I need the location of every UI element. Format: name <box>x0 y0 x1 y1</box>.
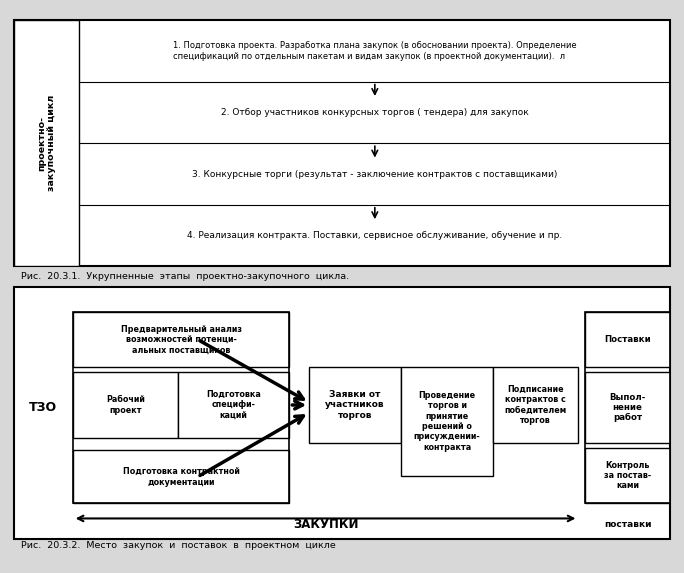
Bar <box>178 372 289 438</box>
Text: Рис.  20.3.1.  Укрупненные  этапы  проектно-закупочного  цикла.: Рис. 20.3.1. Укрупненные этапы проектно-… <box>21 272 349 281</box>
Text: Подготовка контрактной
документации: Подготовка контрактной документации <box>122 467 239 486</box>
Text: 1. Подготовка проекта. Разработка плана закупок (в обосновании проекта). Определ: 1. Подготовка проекта. Разработка плана … <box>173 41 577 61</box>
Bar <box>585 448 670 503</box>
Bar <box>14 20 79 266</box>
Bar <box>493 367 579 443</box>
Text: 3. Конкурсные торги (результат - заключение контрактов с поставщиками): 3. Конкурсные торги (результат - заключе… <box>192 170 557 179</box>
Text: поставки: поставки <box>604 520 651 529</box>
Text: Поставки: Поставки <box>604 335 651 344</box>
Bar <box>73 372 178 438</box>
Text: Рис.  20.3.2.  Место  закупок  и  поставок  в  проектном  цикле: Рис. 20.3.2. Место закупок и поставок в … <box>21 541 335 551</box>
Text: 4. Реализация контракта. Поставки, сервисное обслуживание, обучение и пр.: 4. Реализация контракта. Поставки, серви… <box>187 231 562 240</box>
Bar <box>585 312 670 503</box>
Bar <box>309 367 401 443</box>
Bar <box>401 367 493 476</box>
Text: 2. Отбор участников конкурсных торгов ( тендера) для закупок: 2. Отбор участников конкурсных торгов ( … <box>221 108 529 117</box>
Text: Подписание
контрактов с
победителем
торгов: Подписание контрактов с победителем торг… <box>505 385 567 425</box>
Bar <box>585 372 670 443</box>
Text: Заявки от
участников
торгов: Заявки от участников торгов <box>326 390 385 420</box>
Bar <box>73 450 289 503</box>
Text: ТЗО: ТЗО <box>29 401 57 414</box>
Bar <box>73 312 289 367</box>
Text: Контроль
за постав-
ками: Контроль за постав- ками <box>604 461 651 490</box>
Bar <box>585 312 670 367</box>
Text: Выпол-
нение
работ: Выпол- нение работ <box>609 393 646 422</box>
Bar <box>73 312 289 503</box>
Text: ЗАКУПКИ: ЗАКУПКИ <box>293 518 358 531</box>
Text: проектно-
закупочный цикл: проектно- закупочный цикл <box>37 95 56 191</box>
Text: Подготовка
специфи-
каций: Подготовка специфи- каций <box>206 390 261 420</box>
Text: Предварительный анализ
возможностей потенци-
альных поставщиков: Предварительный анализ возможностей поте… <box>120 324 241 354</box>
Text: Проведение
торгов и
принятие
решений о
присуждении-
контракта: Проведение торгов и принятие решений о п… <box>414 391 480 452</box>
Text: Рабочий
проект: Рабочий проект <box>106 395 145 415</box>
